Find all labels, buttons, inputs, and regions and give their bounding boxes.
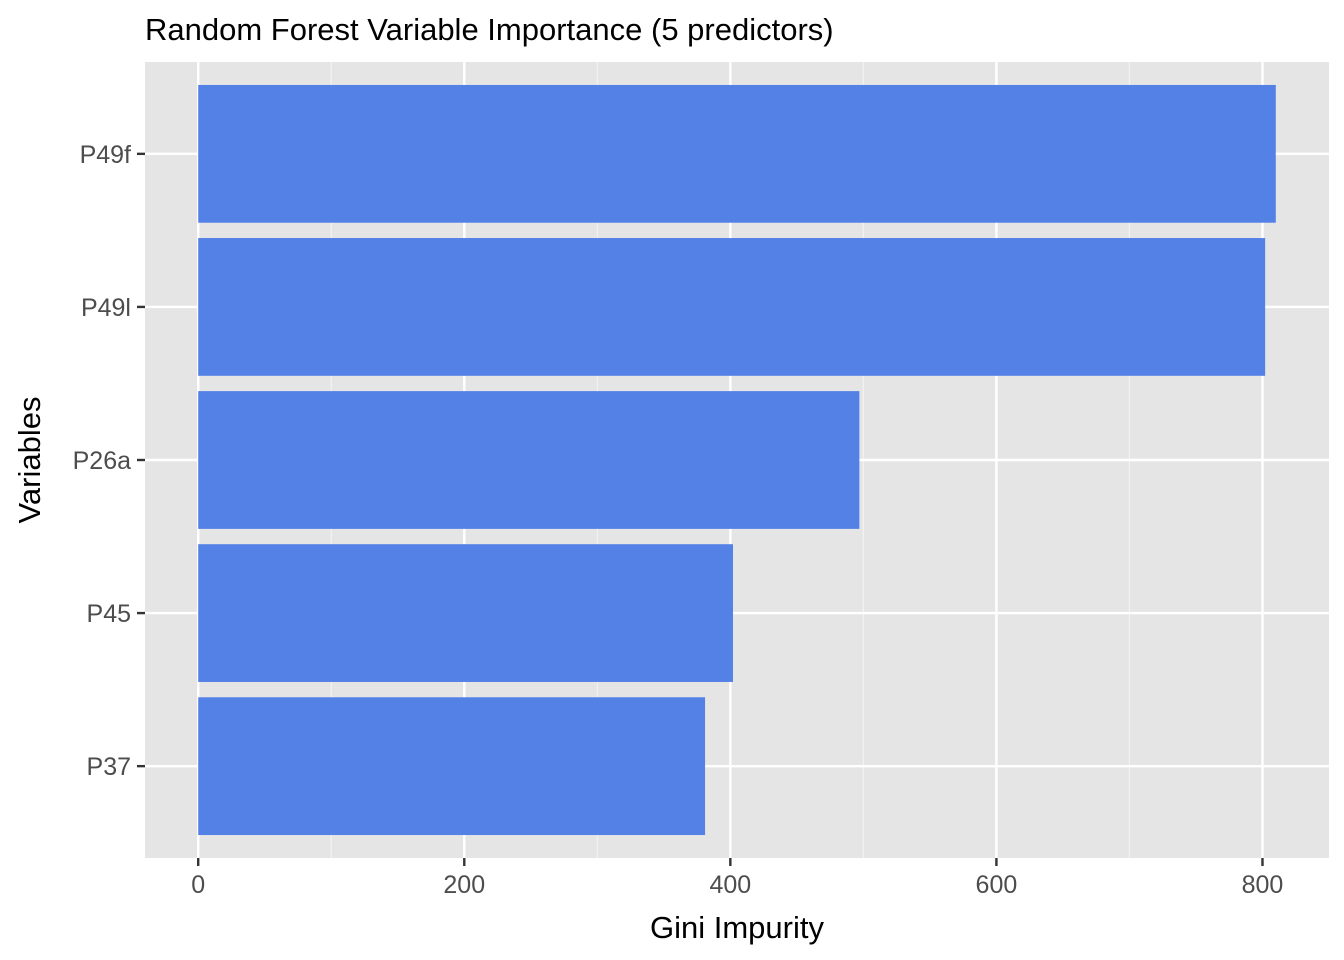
bar-p49f: [198, 84, 1276, 223]
bar-p49l: [198, 238, 1266, 376]
y-tick-label: P45: [87, 600, 131, 628]
bar-p37: [198, 697, 706, 836]
x-axis: 0 200 400 600 800: [191, 858, 1283, 899]
x-tick-label: 200: [443, 871, 485, 899]
y-tick-label: P49l: [81, 294, 131, 322]
x-tick-label: 400: [709, 871, 751, 899]
y-tick-label: P26a: [73, 447, 131, 475]
bars: [198, 84, 1276, 836]
x-tick-label: 800: [1242, 871, 1284, 899]
y-axis: P49f P49l P26a P45 P37: [73, 141, 145, 781]
x-tick-label: 0: [191, 871, 205, 899]
chart-title: Random Forest Variable Importance (5 pre…: [145, 12, 834, 47]
y-tick-label: P37: [87, 753, 131, 781]
x-axis-title: Gini Impurity: [650, 910, 824, 945]
y-tick-label: P49f: [80, 141, 131, 169]
bar-p26a: [198, 391, 860, 529]
x-tick-label: 600: [976, 871, 1018, 899]
bar-p45: [198, 544, 734, 682]
y-axis-title: Variables: [12, 397, 47, 524]
